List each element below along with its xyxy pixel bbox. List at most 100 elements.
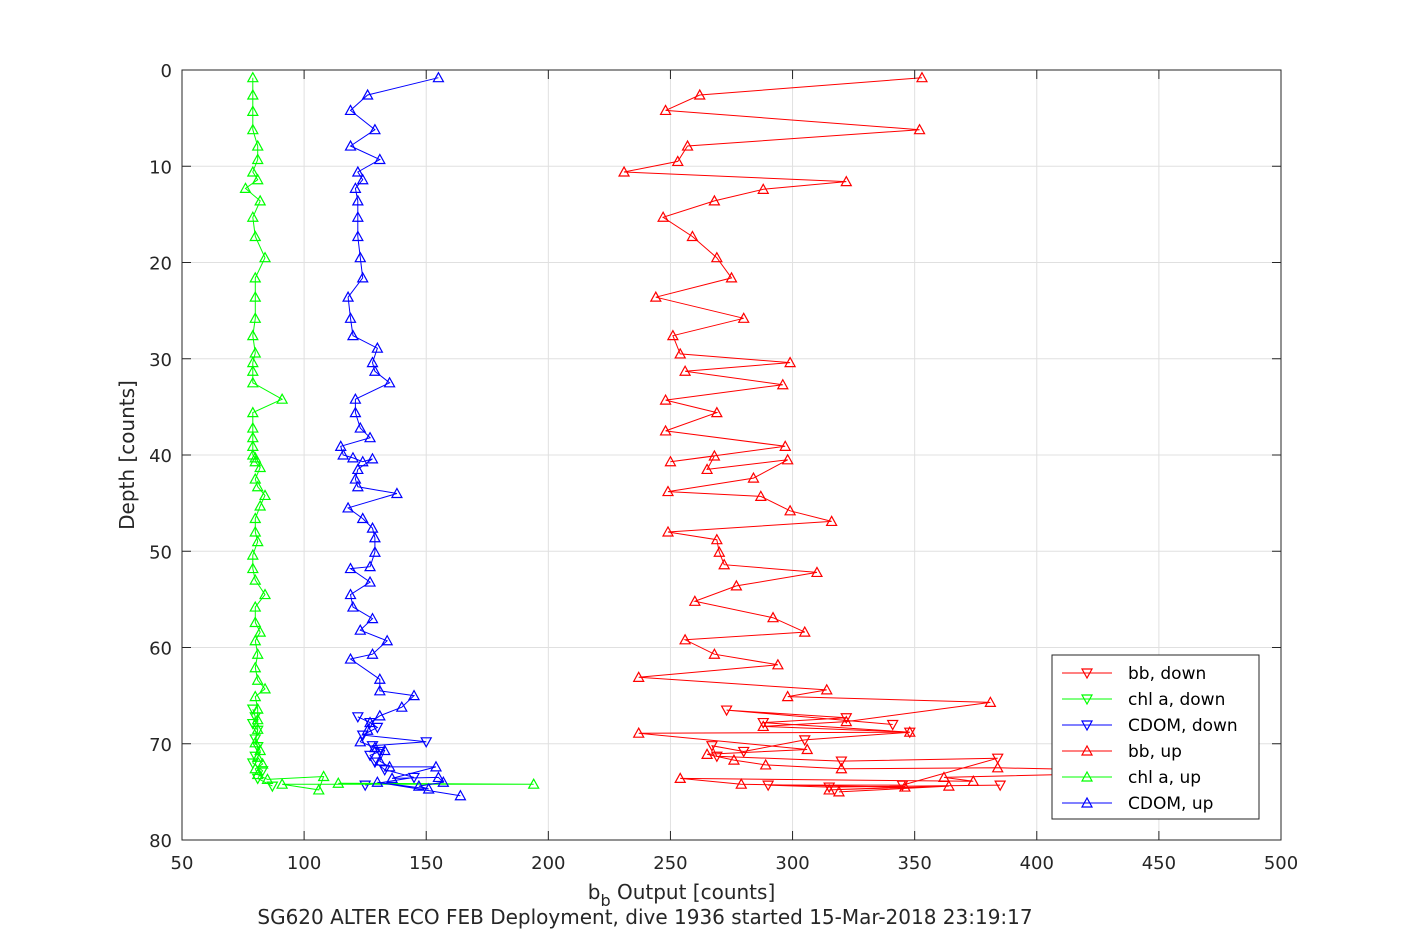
data-point xyxy=(718,558,731,570)
data-point xyxy=(246,88,259,100)
data-point xyxy=(344,652,357,664)
data-point xyxy=(903,725,916,737)
data-point xyxy=(249,230,262,242)
data-point xyxy=(249,661,262,673)
legend-marker xyxy=(1080,770,1094,782)
data-point xyxy=(351,230,364,242)
data-point xyxy=(251,173,264,185)
data-point xyxy=(825,515,838,527)
data-point xyxy=(840,715,853,727)
data-point xyxy=(994,780,1007,792)
data-point xyxy=(364,560,377,572)
y-axis-label: Depth [counts] xyxy=(115,380,139,530)
data-point xyxy=(429,760,443,772)
data-point xyxy=(688,595,701,606)
data-point xyxy=(942,779,955,791)
data-point xyxy=(368,741,381,753)
data-point xyxy=(368,531,381,543)
data-point xyxy=(432,71,445,83)
legend-marker xyxy=(1080,720,1094,732)
data-point xyxy=(366,356,379,368)
data-point xyxy=(820,683,833,695)
chart-subtitle: SG620 ALTER ECO FEB Deployment, dive 193… xyxy=(257,905,1032,929)
data-point xyxy=(261,773,274,784)
data-point xyxy=(657,211,670,222)
series-5 xyxy=(334,71,467,801)
data-point xyxy=(835,756,848,768)
data-point xyxy=(354,623,367,635)
data-point xyxy=(759,758,772,770)
data-point xyxy=(967,775,980,786)
data-point xyxy=(913,123,926,135)
data-point xyxy=(276,777,289,789)
data-point xyxy=(661,485,675,497)
data-point xyxy=(771,658,784,670)
data-point xyxy=(246,365,259,376)
data-point xyxy=(344,139,357,151)
data-point xyxy=(368,545,381,557)
data-point xyxy=(886,719,899,731)
x-tick-label: 400 xyxy=(1020,853,1054,874)
data-point xyxy=(356,512,369,524)
data-point xyxy=(351,165,364,177)
data-point xyxy=(246,562,259,574)
data-point xyxy=(342,501,355,513)
data-point xyxy=(390,487,403,499)
y-tick-label: 20 xyxy=(149,254,172,275)
data-point xyxy=(246,123,259,135)
data-point xyxy=(383,760,396,772)
data-point xyxy=(420,737,433,749)
data-point xyxy=(527,777,540,789)
data-point xyxy=(383,376,396,388)
data-point xyxy=(249,512,262,524)
data-point xyxy=(713,545,726,557)
data-point xyxy=(757,183,770,194)
data-point xyxy=(991,753,1004,765)
data-point xyxy=(249,290,262,302)
data-point xyxy=(754,490,767,501)
data-point xyxy=(344,562,357,574)
data-point xyxy=(354,421,367,433)
data-point xyxy=(366,521,379,533)
x-axis-label-rest: Output [counts] xyxy=(611,880,776,904)
data-point xyxy=(373,153,386,165)
data-point xyxy=(915,71,929,83)
data-point xyxy=(251,139,264,151)
x-tick-label: 450 xyxy=(1142,853,1176,874)
data-point xyxy=(312,783,325,795)
data-point xyxy=(810,566,823,578)
legend-entry-label: bb, up xyxy=(1128,742,1182,762)
data-point xyxy=(249,573,262,585)
data-point xyxy=(781,453,794,465)
data-point xyxy=(351,194,364,206)
data-point xyxy=(351,463,364,475)
data-point xyxy=(246,165,259,177)
data-point xyxy=(246,406,259,418)
data-point xyxy=(674,347,687,359)
data-point xyxy=(356,271,369,283)
data-point xyxy=(737,312,750,323)
data-point xyxy=(251,723,264,734)
data-point xyxy=(254,461,267,473)
data-point xyxy=(249,451,262,463)
data-point xyxy=(823,782,836,794)
y-tick-label: 0 xyxy=(161,61,172,82)
x-axis-label: bb Output [counts] xyxy=(588,880,776,910)
legend: bb, down chl a, down CDOM, down bb, up chl a… xyxy=(1051,654,1260,820)
data-point xyxy=(251,673,264,685)
data-point xyxy=(708,449,721,461)
x-tick-label: 250 xyxy=(653,853,687,874)
data-point xyxy=(361,88,374,100)
data-point xyxy=(246,376,259,388)
data-point xyxy=(259,251,272,263)
data-point xyxy=(354,735,367,747)
x-tick-label: 300 xyxy=(775,853,809,874)
data-point xyxy=(371,341,384,353)
x-tick-label: 500 xyxy=(1264,853,1298,874)
data-point xyxy=(708,648,721,659)
data-point xyxy=(779,440,792,451)
data-point xyxy=(356,173,369,185)
data-point xyxy=(666,329,679,341)
data-point xyxy=(708,194,721,206)
